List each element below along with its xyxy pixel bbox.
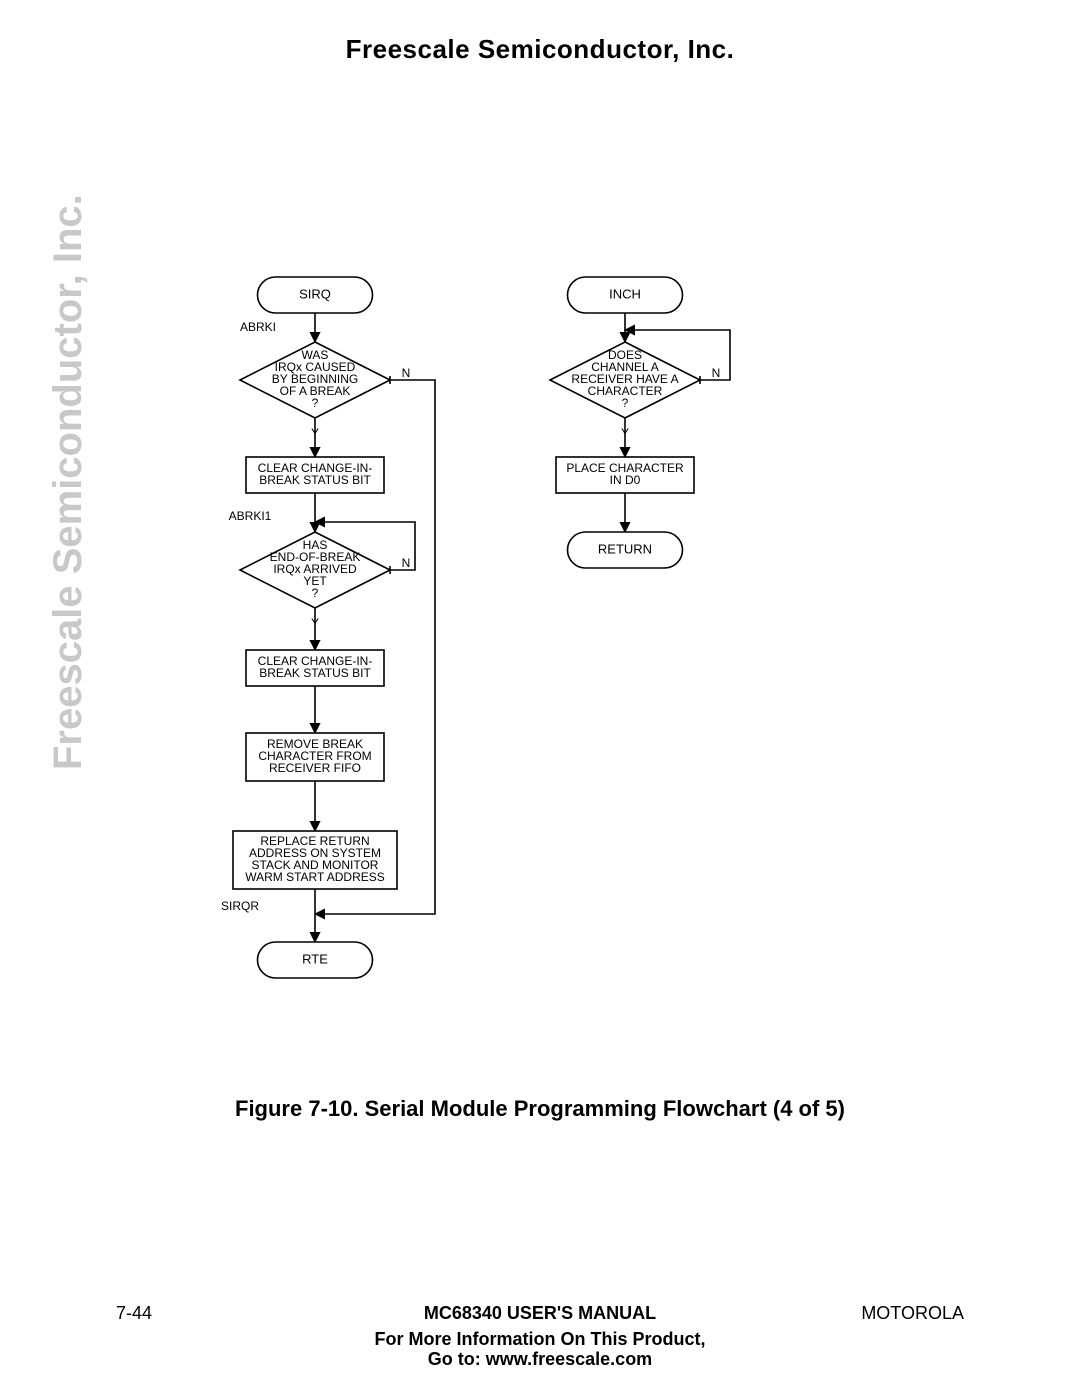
label-n1: N — [402, 366, 411, 380]
label-y3: Y — [621, 426, 629, 440]
side-watermark: Freescale Semiconductor, Inc. — [46, 194, 91, 770]
label-y1: Y — [311, 426, 319, 440]
svg-text:?: ? — [312, 396, 319, 410]
svg-text:SIRQ: SIRQ — [299, 286, 331, 301]
svg-text:?: ? — [622, 396, 629, 410]
label-y2: Y — [311, 616, 319, 630]
page-header: Freescale Semiconductor, Inc. — [0, 34, 1080, 65]
footer-more-info-line1: For More Information On This Product, — [375, 1329, 706, 1349]
svg-text:IN D0: IN D0 — [610, 473, 641, 487]
figure-caption: Figure 7-10. Serial Module Programming F… — [0, 1096, 1080, 1122]
svg-text:WARM START ADDRESS: WARM START ADDRESS — [245, 870, 385, 884]
label-abrki: ABRKI — [240, 320, 276, 334]
svg-text:BREAK STATUS BIT: BREAK STATUS BIT — [259, 473, 371, 487]
footer-more-info: For More Information On This Product, Go… — [0, 1330, 1080, 1370]
svg-text:RTE: RTE — [302, 951, 328, 966]
footer-more-info-line2: Go to: www.freescale.com — [428, 1349, 652, 1369]
svg-text:RECEIVER FIFO: RECEIVER FIFO — [269, 761, 361, 775]
svg-text:BREAK STATUS BIT: BREAK STATUS BIT — [259, 666, 371, 680]
footer-brand: MOTOROLA — [861, 1303, 964, 1324]
svg-text:INCH: INCH — [609, 286, 641, 301]
svg-text:RETURN: RETURN — [598, 541, 652, 556]
flowchart-container: SIRQABRKIWASIRQx CAUSEDBY BEGINNINGOF A … — [200, 270, 900, 1060]
label-sirqr: SIRQR — [221, 899, 259, 913]
label-n2: N — [402, 556, 411, 570]
label-abrki1: ABRKI1 — [229, 509, 272, 523]
svg-text:?: ? — [312, 586, 319, 600]
label-n3: N — [712, 366, 721, 380]
